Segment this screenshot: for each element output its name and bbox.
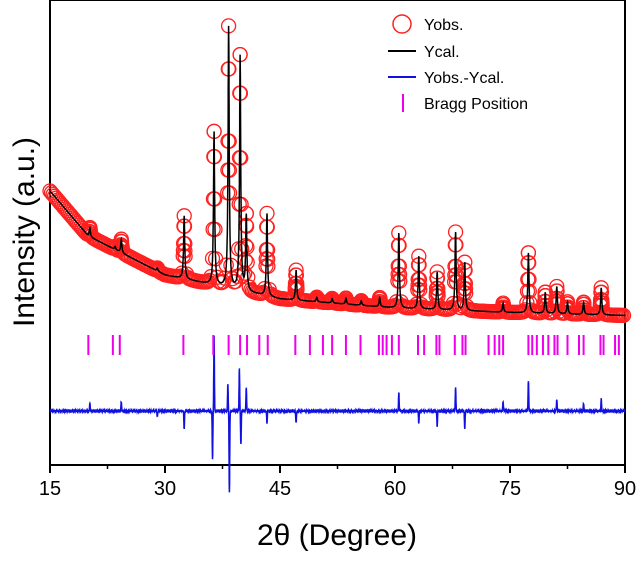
legend-label-obs: Yobs. xyxy=(424,17,463,34)
obs-point xyxy=(576,302,593,318)
obs-point xyxy=(253,285,270,301)
obs-point xyxy=(150,262,166,279)
x-tick-label: 90 xyxy=(614,478,636,500)
calculated-curve xyxy=(49,25,626,317)
bragg-ticks-layer xyxy=(87,335,620,355)
difference-curve xyxy=(49,335,626,493)
x-tick-label: 60 xyxy=(384,478,406,500)
obs-point xyxy=(83,226,99,242)
plot-frame xyxy=(49,0,626,466)
x-tick-label: 45 xyxy=(269,478,291,500)
x-tick-label: 15 xyxy=(39,478,61,500)
x-tick-label: 75 xyxy=(499,478,521,500)
legend-symbol-obs xyxy=(392,14,412,34)
x-axis-label: 2θ (Degree) xyxy=(257,519,417,552)
legend-label-diff: Yobs.-Ycal. xyxy=(424,70,504,87)
difference-curve-layer xyxy=(49,335,626,493)
x-axis: 15 30 45 60 75 90 xyxy=(39,465,636,500)
legend-label-bragg: Bragg Position xyxy=(424,96,528,113)
obs-point xyxy=(372,295,389,312)
y-axis-label: Intensity (a.u.) xyxy=(8,137,41,327)
legend: Yobs. Ycal. Yobs.-Ycal. Bragg Position xyxy=(388,14,528,113)
x-tick-label: 30 xyxy=(154,478,176,500)
legend-label-cal: Ycal. xyxy=(424,44,460,61)
obs-point xyxy=(496,301,512,317)
calculated-curve-layer xyxy=(49,25,626,317)
obs-point xyxy=(354,296,370,312)
